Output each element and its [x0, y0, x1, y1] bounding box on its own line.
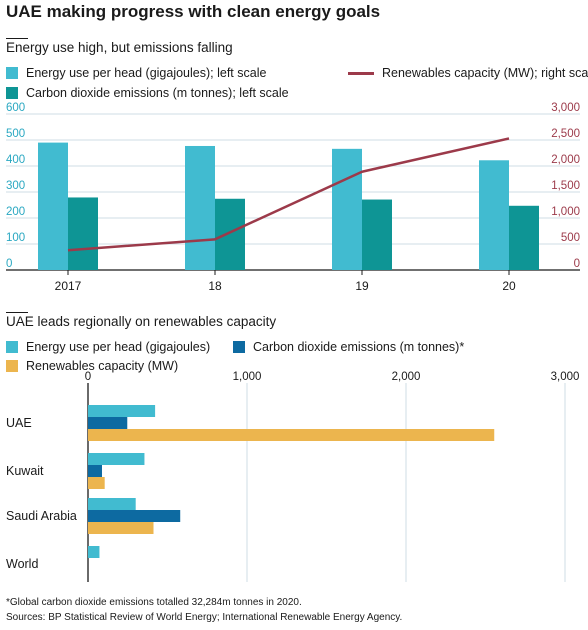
left-axis-tick-label: 300	[6, 180, 25, 192]
right-axis-tick-label: 1,000	[551, 206, 580, 218]
chart2-legend-renewables-label: Renewables capacity (MW)	[26, 359, 179, 373]
chart2-legend-co2-label: Carbon dioxide emissions (m tonnes)*	[253, 340, 465, 354]
left-axis-tick-label: 200	[6, 206, 25, 218]
x-tick-label: 18	[208, 279, 222, 293]
left-axis-tick-label: 100	[6, 232, 25, 244]
co2-swatch	[6, 87, 18, 99]
right-axis-tick-label: 500	[561, 232, 580, 244]
energy-bar	[38, 142, 68, 270]
chart1-legend-co2-label: Carbon dioxide emissions (m tonnes); lef…	[26, 86, 289, 100]
left-axis-tick-label: 500	[6, 128, 25, 140]
energy-bar	[88, 405, 156, 417]
co2-bar	[88, 465, 102, 477]
renewables-bar	[88, 522, 154, 534]
chart1-legend-co2: Carbon dioxide emissions (m tonnes); lef…	[6, 86, 289, 100]
right-axis-tick-label: 1,500	[551, 180, 580, 192]
chart1-legend-energy-label: Energy use per head (gigajoules); left s…	[26, 66, 267, 80]
category-label: Saudi Arabia	[6, 509, 77, 523]
renewables-bar	[88, 477, 105, 489]
chart2-subtitle: UAE leads regionally on renewables capac…	[6, 314, 277, 329]
left-axis-tick-label: 0	[6, 258, 12, 270]
renewables-bar	[88, 429, 495, 441]
right-axis-tick-label: 3,000	[551, 102, 580, 114]
category-label: World	[6, 557, 38, 571]
energy-bar	[479, 160, 509, 270]
energy-swatch	[6, 67, 18, 79]
energy-bar	[88, 453, 145, 465]
chart2-legend-energy: Energy use per head (gigajoules)	[6, 340, 210, 354]
chart2-legend-renewables: Renewables capacity (MW)	[6, 359, 178, 373]
energy-bar	[88, 498, 136, 510]
x-tick-label: 19	[355, 279, 369, 293]
chart1-legend-energy: Energy use per head (gigajoules); left s…	[6, 66, 266, 80]
energy-bar	[88, 546, 100, 558]
chart1-plot: 0 100 200 300 400 500 600 0 500 1,000 1,500 2,000 2,…	[6, 102, 580, 293]
co2-bar	[362, 199, 392, 270]
co2-swatch-2	[233, 341, 245, 353]
co2-bar	[88, 510, 181, 522]
co2-bar	[68, 197, 98, 270]
x-tick-label: 2017	[55, 279, 82, 293]
x-tick-label: 3,000	[551, 371, 580, 383]
x-tick-label: 2,000	[392, 371, 421, 383]
source-note: Sources: BP Statistical Review of World …	[6, 612, 403, 623]
energy-bar	[185, 145, 215, 270]
section-rule-1	[6, 38, 28, 39]
energy-swatch-2	[6, 341, 18, 353]
x-tick-label: 0	[85, 371, 91, 383]
chart2-legend-co2: Carbon dioxide emissions (m tonnes)*	[233, 340, 464, 354]
right-axis-tick-label: 2,500	[551, 128, 580, 140]
co2-bar	[88, 417, 128, 429]
chart1-legend-renewables-label: Renewables capacity (MW); right scale	[382, 66, 588, 80]
renewables-line-swatch	[348, 71, 374, 75]
x-tick-label: 1,000	[233, 371, 262, 383]
category-label: UAE	[6, 416, 32, 430]
renewables-swatch	[6, 360, 18, 372]
chart-title: UAE making progress with clean energy go…	[6, 2, 381, 21]
chart2-legend-energy-label: Energy use per head (gigajoules)	[26, 340, 211, 354]
section-rule-2	[6, 312, 28, 313]
renewables-line	[67, 137, 510, 252]
co2-bar	[509, 205, 539, 270]
right-axis-tick-label: 2,000	[551, 154, 580, 166]
right-axis-tick-label: 0	[574, 258, 580, 270]
left-axis-tick-label: 600	[6, 102, 25, 114]
chart1-subtitle: Energy use high, but emissions falling	[6, 40, 233, 55]
x-tick-label: 20	[502, 279, 516, 293]
co2-bar	[215, 198, 245, 270]
chart1-legend-renewables: Renewables capacity (MW); right scale	[348, 66, 588, 80]
footnote: *Global carbon dioxide emissions totalle…	[6, 597, 302, 608]
category-label: Kuwait	[6, 464, 44, 478]
left-axis-tick-label: 400	[6, 154, 25, 166]
energy-bar	[332, 148, 362, 270]
